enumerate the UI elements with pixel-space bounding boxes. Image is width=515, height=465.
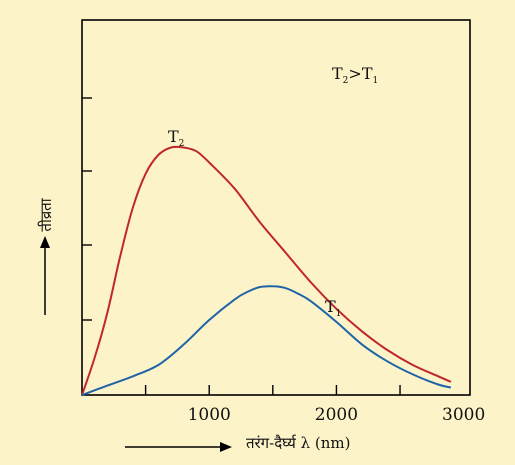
series-line-t1 [81, 285, 452, 396]
annotation-t2-gt-t1: T2>T1 [332, 64, 378, 86]
x-ticks: 1000 2000 3000 [144, 385, 485, 425]
annotation-t1: T1 [325, 297, 341, 319]
x-tick-label-2000: 2000 [315, 405, 358, 425]
x-axis-label: तरंग-दैर्घ्य λ (nm) [246, 434, 350, 452]
y-axis-arrow-icon [40, 236, 50, 315]
x-tick-label-1000: 1000 [188, 405, 231, 425]
y-ticks [82, 97, 92, 321]
annotation-t2: T2 [168, 127, 184, 149]
x-tick-label-3000: 3000 [442, 405, 485, 425]
y-axis-label: तीव्रता [37, 197, 55, 231]
series-line-t2 [81, 145, 452, 396]
series-group [81, 145, 452, 396]
x-axis-arrow-icon [125, 442, 232, 452]
plot-frame [81, 19, 471, 396]
